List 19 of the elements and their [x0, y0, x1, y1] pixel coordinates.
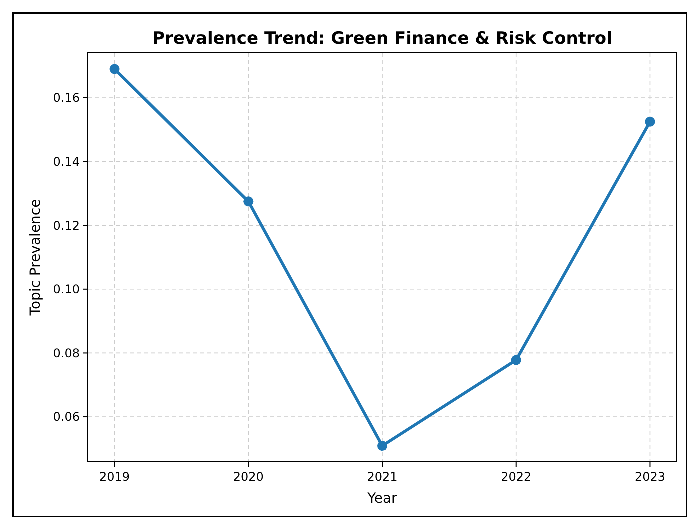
point: [244, 196, 254, 207]
y-tick-label: 0.06: [53, 410, 80, 424]
y-tick-label: 0.10: [53, 282, 80, 297]
point: [378, 441, 388, 452]
point: [645, 116, 656, 127]
x-axis-title: Year: [366, 491, 398, 507]
y-tick-label: 0.08: [53, 346, 80, 360]
x-tick-label: 2021: [367, 470, 398, 484]
x-tick-label: 2023: [634, 470, 666, 484]
chart-title: Prevalence Trend: Green Finance & Risk Control: [152, 29, 612, 49]
point: [511, 355, 522, 366]
y-tick-label: 0.16: [53, 91, 80, 106]
y-tick-label: 0.12: [53, 218, 80, 233]
y-axis-title: Topic Prevalence: [28, 199, 44, 317]
x-tick-label: 2019: [100, 470, 130, 484]
x-tick-label: 2020: [233, 470, 264, 484]
point: [110, 64, 120, 74]
x-tick-label: 2022: [501, 470, 532, 484]
y-tick-label: 0.14: [53, 154, 80, 169]
